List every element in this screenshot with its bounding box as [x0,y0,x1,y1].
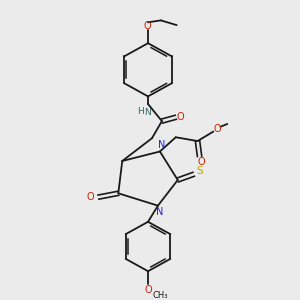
Text: N: N [158,140,166,150]
Text: O: O [214,124,221,134]
Text: O: O [144,285,152,295]
Text: S: S [196,166,203,176]
Text: O: O [198,157,205,167]
Text: H: H [137,107,143,116]
Text: CH₃: CH₃ [152,291,168,300]
Text: N: N [156,207,164,217]
Text: O: O [143,21,151,31]
Text: N: N [144,108,150,117]
Text: O: O [177,112,184,122]
Text: O: O [87,192,94,202]
